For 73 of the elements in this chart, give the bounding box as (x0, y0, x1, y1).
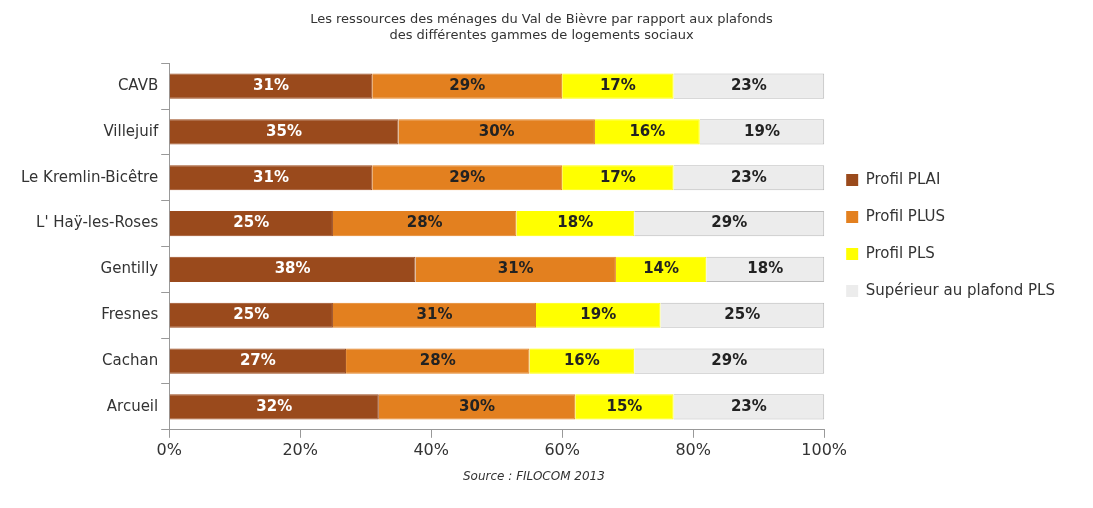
data-label: 29% (449, 167, 486, 186)
bar (372, 73, 563, 99)
data-label: 31% (497, 259, 534, 278)
data-label: 30% (459, 396, 495, 415)
bar (346, 348, 530, 374)
data-label: 17% (599, 167, 636, 186)
bar (562, 73, 674, 99)
data-label: 25% (233, 213, 270, 232)
source-note: Source : FILOCOM 2013 (462, 469, 606, 483)
data-label: 16% (563, 350, 600, 369)
x-tick-label: 100% (801, 439, 848, 459)
x-tick-label: 80% (675, 439, 711, 459)
data-label: 38% (274, 259, 311, 278)
bar (169, 256, 416, 283)
data-label: 16% (629, 121, 666, 140)
y-tick-label: Le Kremlin-Bicêtre (20, 167, 159, 186)
data-label: 31% (253, 167, 289, 186)
data-label: 23% (730, 396, 767, 415)
bar (169, 302, 333, 328)
x-tick-label: 20% (282, 439, 318, 459)
legend-label: Profil PLUS (865, 206, 946, 225)
y-tick-label: Cachan (102, 350, 159, 369)
y-tick-label: Villejuif (103, 121, 159, 140)
data-label: 19% (744, 121, 780, 140)
data-label: 14% (643, 259, 680, 278)
data-label: 31% (416, 305, 453, 324)
data-label: 29% (711, 350, 748, 369)
data-label: 35% (266, 121, 303, 140)
bar (169, 394, 379, 420)
data-label: 17% (599, 76, 636, 94)
data-label: 30% (478, 121, 515, 140)
data-label: 29% (449, 76, 486, 94)
x-tick-label: 60% (544, 439, 580, 459)
data-label: 28% (406, 213, 443, 232)
data-label: 15% (606, 396, 643, 415)
bar (398, 119, 595, 145)
data-label: 23% (730, 167, 767, 186)
data-label: 31% (253, 76, 289, 94)
bar (378, 394, 576, 420)
y-tick-label: Fresnes (101, 305, 159, 324)
y-tick-label: CAVB (117, 76, 159, 94)
data-label: 29% (711, 213, 748, 232)
data-label: 27% (239, 350, 276, 369)
bar (332, 302, 536, 328)
data-label: 25% (233, 305, 270, 324)
bar (594, 119, 700, 145)
x-tick-label: 0% (156, 439, 182, 459)
data-label: 23% (730, 76, 767, 94)
bar (169, 73, 373, 99)
bar (332, 210, 517, 237)
legend-label: Profil PLS (865, 243, 935, 262)
bar (169, 348, 347, 374)
data-label: 28% (419, 350, 456, 369)
data-label: 19% (580, 305, 617, 324)
text: Les ressources des ménages du Val de Bièvre par rapport aux plafonds (310, 11, 773, 27)
bar (169, 210, 333, 237)
legend-label: Supérieur au plafond PLS (865, 280, 1055, 299)
bar (529, 348, 635, 374)
text: des différentes gammes de logements sociaux (389, 26, 694, 42)
y-tick-label: Arcueil (106, 396, 159, 415)
bar (415, 256, 616, 283)
data-label: 18% (747, 259, 784, 278)
data-label: 18% (557, 213, 594, 232)
y-tick-label: Gentilly (100, 259, 159, 278)
legend-label: Profil PLAI (865, 169, 941, 188)
bar (169, 165, 373, 191)
bar (562, 165, 674, 191)
y-tick-label: L' Haÿ-les-Roses (36, 213, 159, 232)
bar (169, 119, 399, 145)
data-label: 32% (256, 396, 293, 415)
bar (372, 165, 563, 191)
data-label: 25% (724, 305, 761, 324)
x-tick-label: 40% (413, 439, 449, 459)
